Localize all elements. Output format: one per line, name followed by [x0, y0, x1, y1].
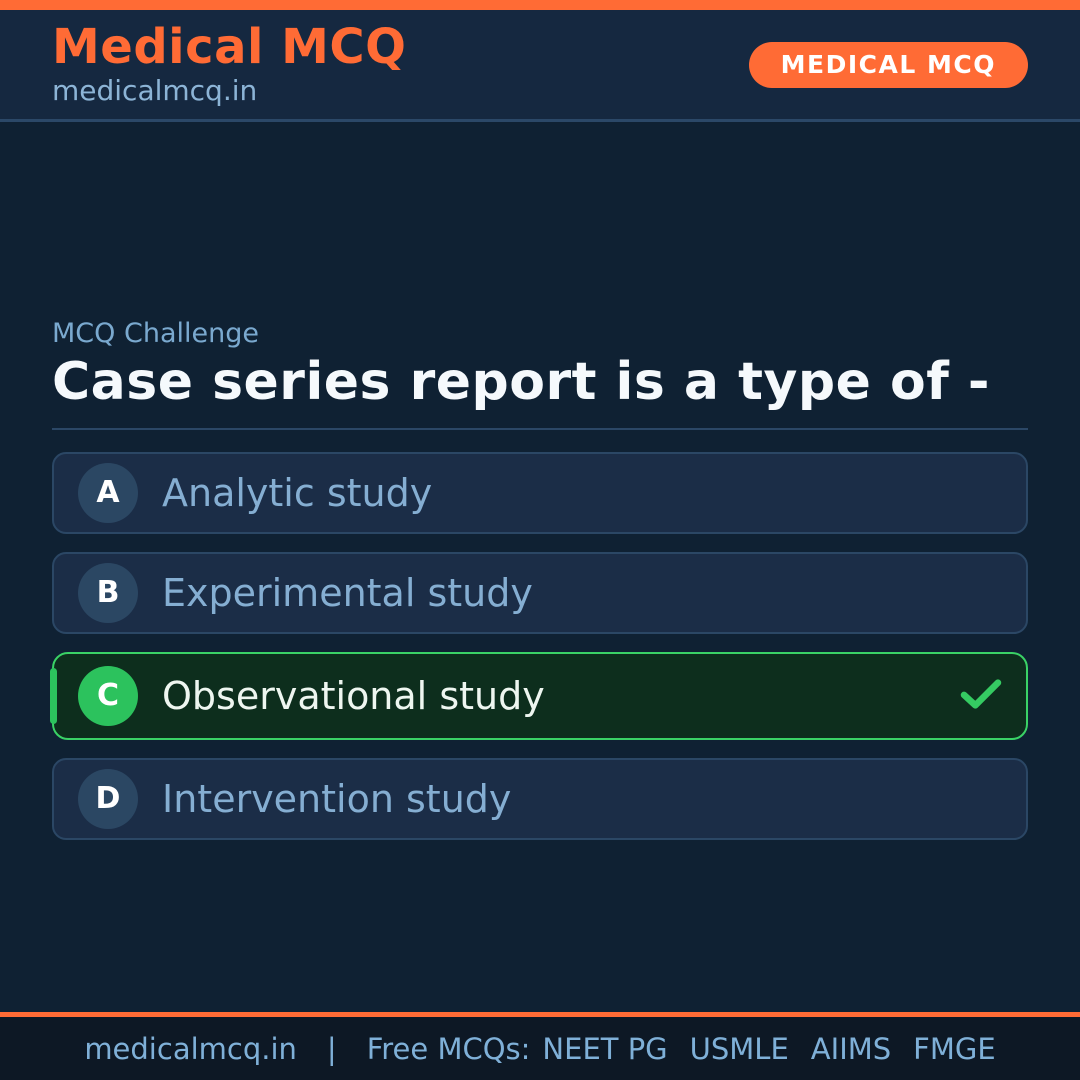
- option-label: Analytic study: [162, 470, 433, 515]
- option-letter-badge: C: [78, 665, 138, 726]
- question-title: Case series report is a type of -: [52, 352, 991, 413]
- options-list: A Analytic study B Experimental study C …: [50, 451, 1028, 840]
- option-row-c[interactable]: C Observational study: [50, 651, 1028, 740]
- question-eyebrow: MCQ Challenge: [52, 318, 259, 349]
- brand-subtitle: medicalmcq.in: [52, 73, 258, 107]
- question-section: MCQ Challenge Case series report is a ty…: [0, 318, 1080, 840]
- option-label: Experimental study: [162, 570, 533, 615]
- brand-title: Medical MCQ: [52, 18, 407, 75]
- option-letter-badge: B: [78, 562, 138, 623]
- brand-badge: MEDICAL MCQ: [748, 41, 1028, 88]
- header: Medical MCQ medicalmcq.in MEDICAL MCQ: [0, 10, 1080, 122]
- brand: Medical MCQ medicalmcq.in: [52, 23, 406, 107]
- option-label: Intervention study: [162, 776, 512, 821]
- correct-accent-bar: [50, 667, 57, 724]
- top-accent-bar: [0, 0, 1080, 10]
- option-row-d[interactable]: D Intervention study: [52, 757, 1028, 840]
- footer-exam-0: NEET PG: [542, 1031, 668, 1066]
- question-divider: [52, 427, 1028, 430]
- footer-exam-1: USMLE: [689, 1031, 789, 1066]
- option-letter-badge: D: [78, 768, 138, 829]
- option-letter-badge: A: [78, 462, 138, 523]
- option-row-b[interactable]: B Experimental study: [52, 551, 1028, 634]
- footer-separator: |: [326, 1031, 337, 1066]
- footer-tagline: Free MCQs:: [366, 1031, 531, 1066]
- option-row-a[interactable]: A Analytic study: [52, 451, 1028, 534]
- check-icon: [960, 678, 1002, 714]
- footer: medicalmcq.in | Free MCQs: NEET PG USMLE AIIM…: [0, 1012, 1080, 1080]
- footer-exam-3: FMGE: [913, 1031, 996, 1066]
- footer-site: medicalmcq.in: [84, 1031, 297, 1066]
- footer-exam-2: AIIMS: [810, 1031, 892, 1066]
- option-label: Observational study: [162, 673, 545, 718]
